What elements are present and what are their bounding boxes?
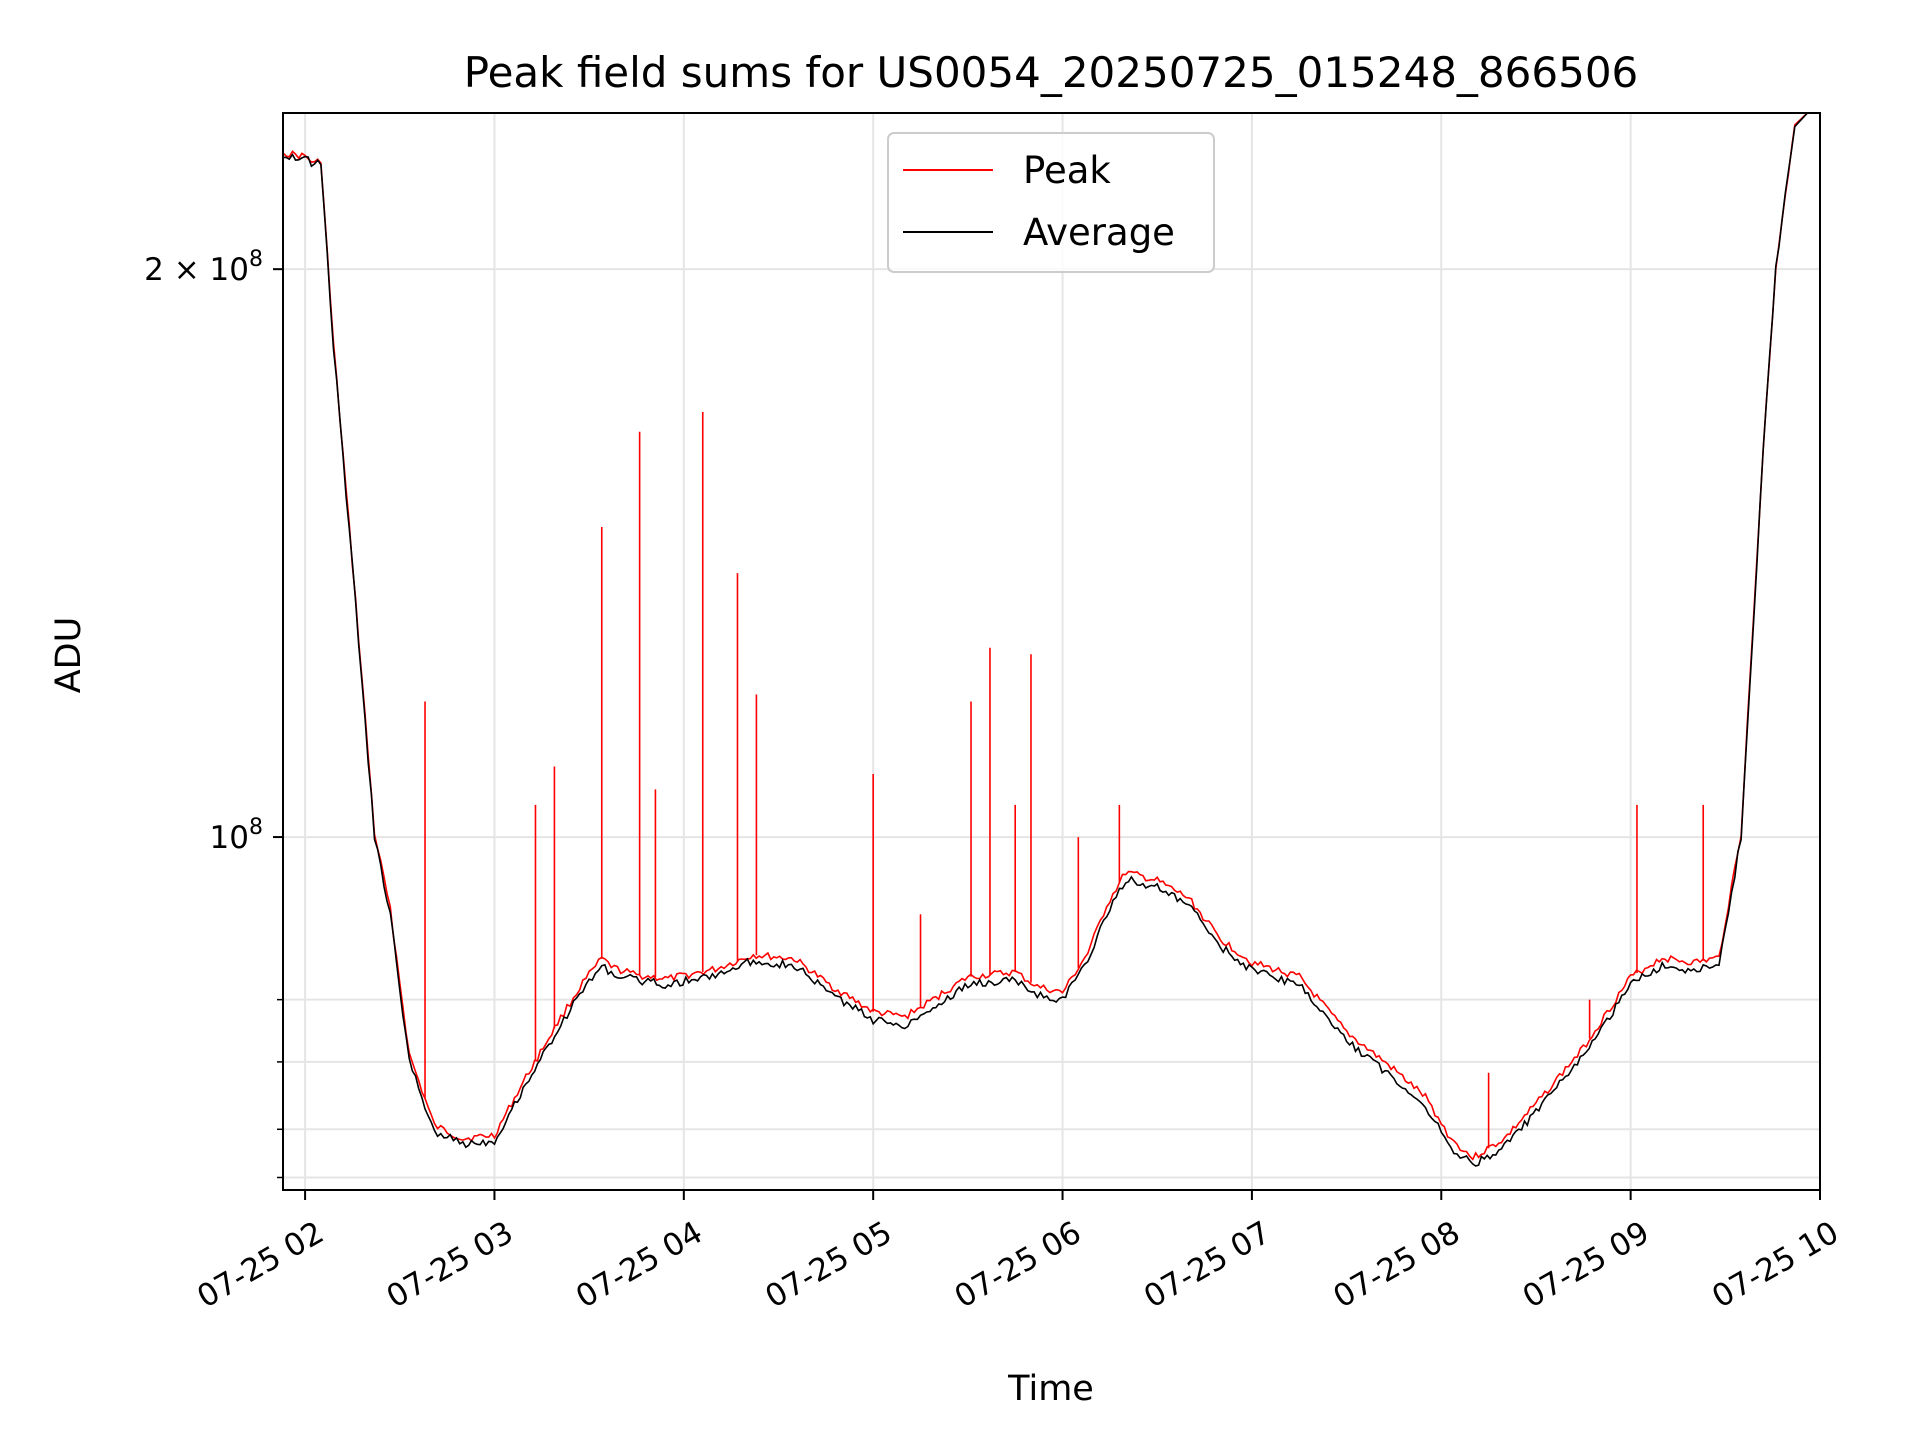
legend: Peak Average	[887, 132, 1215, 273]
series-layer	[283, 113, 1808, 1167]
legend-average-label: Average	[1023, 211, 1175, 254]
series-clip-group	[283, 113, 1808, 1167]
y-axis-title: ADU	[49, 617, 89, 694]
chart-title: Peak field sums for US0054_20250725_0152…	[464, 48, 1639, 97]
plot-frame	[282, 112, 1821, 1191]
y-tick-label: 2 × 108	[144, 247, 263, 288]
y-tick-label: 108	[210, 815, 263, 856]
legend-peak-label: Peak	[1023, 149, 1111, 192]
legend-box	[887, 132, 1215, 273]
series-average-line	[283, 113, 1808, 1167]
x-axis-title: Time	[1007, 1369, 1094, 1409]
series-peak-line	[283, 113, 1808, 1161]
